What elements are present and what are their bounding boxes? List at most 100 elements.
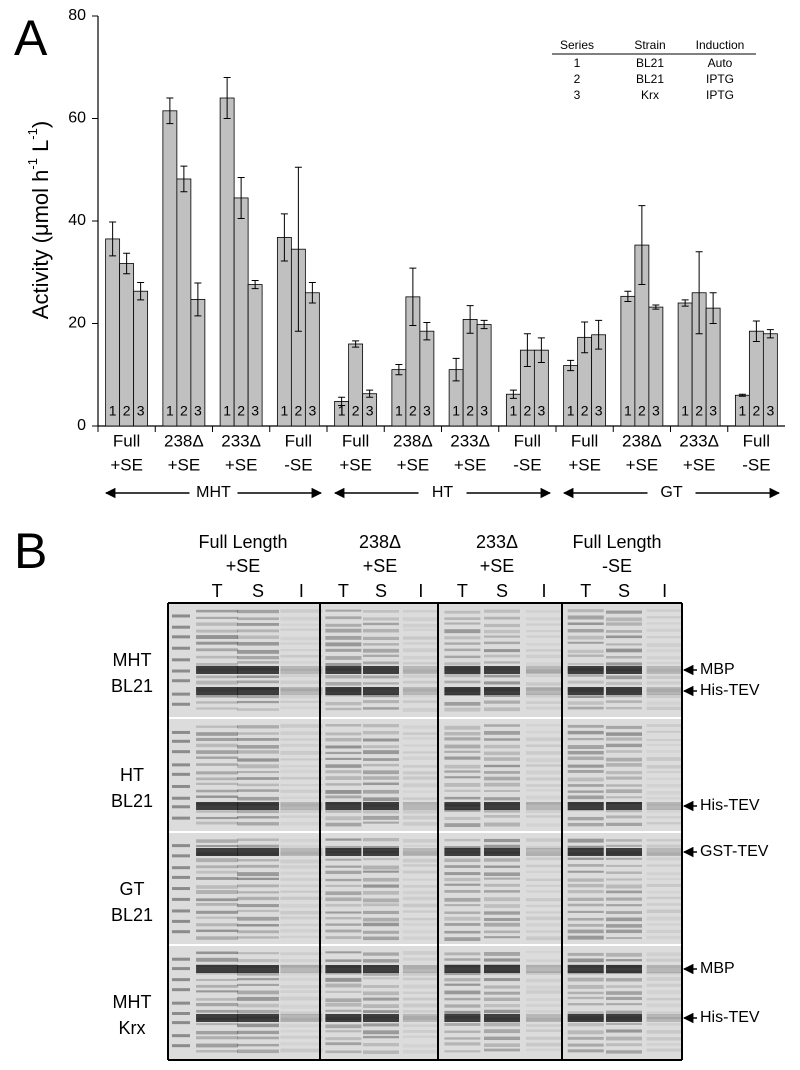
gel-band xyxy=(444,911,481,914)
gel-band-strong xyxy=(606,1014,642,1022)
gel-band xyxy=(280,648,323,652)
legend-cell: BL21 xyxy=(636,56,664,70)
gel-band xyxy=(237,909,279,913)
bar-series-label: 2 xyxy=(352,403,360,419)
gel-band xyxy=(526,815,562,818)
gel-band-strong xyxy=(196,802,239,810)
gel-band xyxy=(280,952,323,956)
gel-band xyxy=(196,609,239,613)
gel-band xyxy=(646,903,683,906)
error-bar xyxy=(452,357,460,382)
gel-band xyxy=(402,870,439,874)
gel-band xyxy=(646,822,683,825)
gel-band xyxy=(280,996,323,1001)
gel-band xyxy=(280,871,323,875)
gel-band xyxy=(363,700,399,704)
y-label-part: ) xyxy=(28,121,53,128)
gel-band xyxy=(363,846,399,849)
gel-band xyxy=(402,878,439,881)
gel-band xyxy=(646,891,683,894)
gel-band xyxy=(526,971,562,975)
bar-series-label: 3 xyxy=(366,403,374,419)
gel-band xyxy=(196,750,239,754)
gel-band xyxy=(237,708,279,711)
gel-band xyxy=(567,984,604,989)
gel-band xyxy=(402,783,439,788)
gel-band-strong xyxy=(567,687,604,695)
gel-band xyxy=(526,764,562,767)
gel-band xyxy=(280,661,323,664)
error-bar xyxy=(109,221,117,257)
gel-band xyxy=(237,745,279,749)
error-bar xyxy=(652,304,660,310)
gel-band xyxy=(196,1009,239,1013)
bar-series-label: 3 xyxy=(652,403,660,419)
gel-band xyxy=(325,707,362,711)
gel-band xyxy=(484,815,520,818)
ladder-band xyxy=(172,625,190,629)
gel-band xyxy=(402,839,439,843)
gel-band xyxy=(606,1036,642,1041)
gel-band xyxy=(606,771,642,775)
gel-band xyxy=(606,937,642,940)
gel-band xyxy=(606,929,642,934)
gel-band xyxy=(196,821,239,825)
x-tick-label: Full xyxy=(571,431,598,450)
gel-band xyxy=(484,616,520,620)
lane-label: T xyxy=(580,581,591,601)
gel-band xyxy=(484,641,520,645)
gel-band xyxy=(196,890,239,895)
bar-series-label: 1 xyxy=(509,403,517,419)
gel-band xyxy=(567,674,604,677)
gel-band xyxy=(280,700,323,703)
gel-band xyxy=(280,972,323,976)
gel-band xyxy=(325,1009,362,1012)
gel-band-strong xyxy=(567,802,604,810)
gel-band-strong xyxy=(606,802,642,810)
gel-band xyxy=(402,851,439,856)
gel-band xyxy=(237,904,279,908)
gel-band-strong xyxy=(646,1014,683,1022)
gel-band xyxy=(444,958,481,961)
gel-band xyxy=(237,844,279,848)
gel-band xyxy=(567,897,604,901)
gel-band xyxy=(444,737,481,741)
gel-band xyxy=(325,732,362,736)
gel-band xyxy=(196,641,239,645)
gel-band-strong xyxy=(402,965,439,973)
gel-band xyxy=(402,922,439,927)
gel-band-strong xyxy=(363,965,399,973)
gel-band xyxy=(567,622,604,625)
gel-band xyxy=(444,776,481,779)
gel-band xyxy=(484,822,520,827)
gel-band xyxy=(402,771,439,775)
gel-band xyxy=(402,609,439,613)
marker-label: MBP xyxy=(700,960,735,977)
gel-band xyxy=(484,694,520,697)
gel-band xyxy=(484,1009,520,1014)
gel-band xyxy=(196,957,239,962)
gel-band xyxy=(646,797,683,800)
bar-series-label: 1 xyxy=(452,403,460,419)
gel-band xyxy=(606,763,642,767)
gel-band xyxy=(646,1011,683,1015)
gel-band-strong xyxy=(646,687,683,695)
gel-band xyxy=(606,617,642,622)
gel-band xyxy=(646,622,683,625)
gel-band-strong xyxy=(526,1014,562,1022)
bar-series-label: 3 xyxy=(251,403,259,419)
gel-band-strong xyxy=(567,848,604,856)
legend-cell: Auto xyxy=(708,56,733,70)
gel-band xyxy=(606,1010,642,1014)
gel-band xyxy=(646,730,683,733)
gel-band xyxy=(444,770,481,773)
gel-band xyxy=(363,930,399,934)
gel-band xyxy=(484,707,520,712)
gel-band xyxy=(363,622,399,626)
gel-band xyxy=(606,822,642,826)
group-label-bg xyxy=(189,483,238,503)
gel-band xyxy=(363,952,399,956)
gel-band xyxy=(196,743,239,748)
gel-band xyxy=(484,649,520,653)
gel-band xyxy=(402,858,439,863)
